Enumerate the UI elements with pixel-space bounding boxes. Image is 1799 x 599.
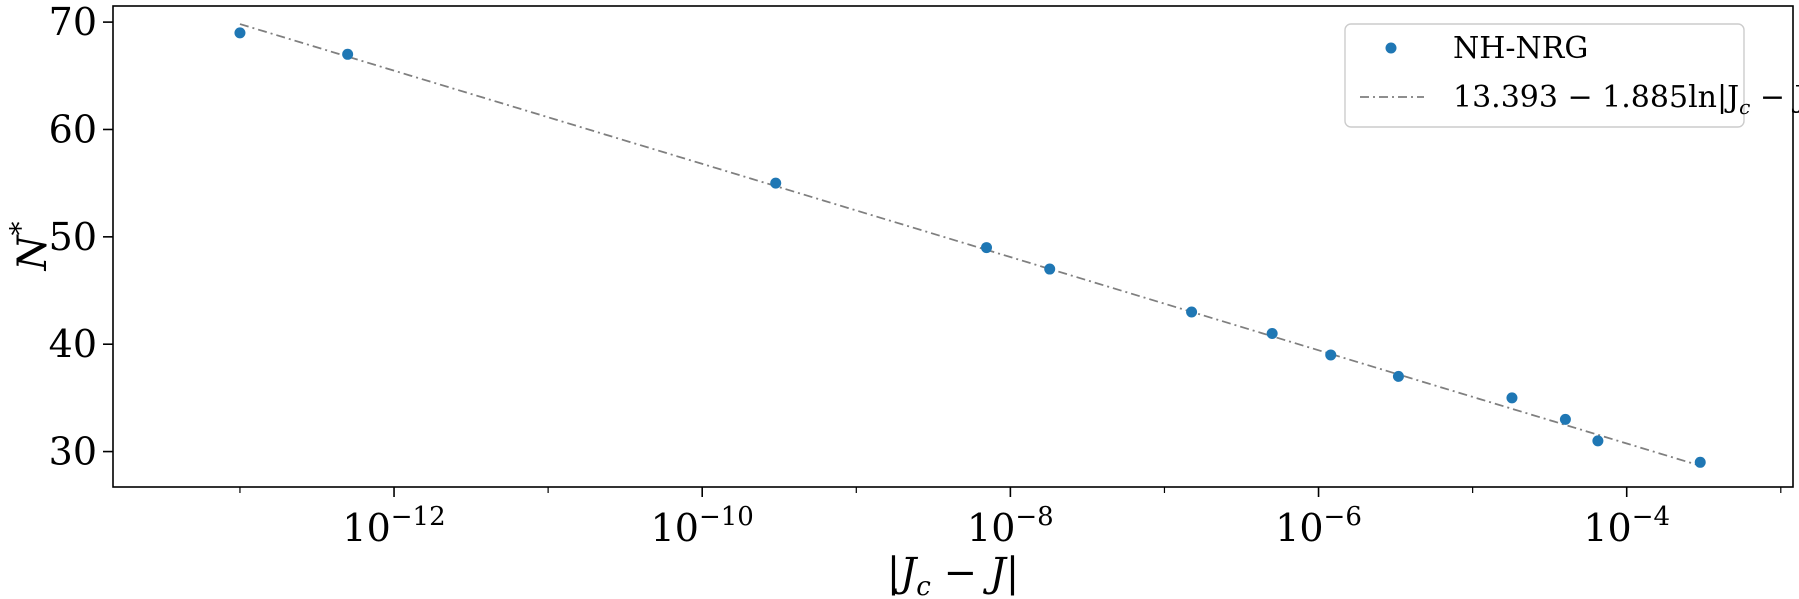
x-axis-label: |Jc − J| (887, 550, 1020, 599)
y-axis-label-sup: * (4, 222, 37, 236)
x-axis-ticks: 10−12 10−10 10−8 10−6 10−4 (239, 487, 1782, 550)
fit-line-layer (239, 23, 1701, 467)
plot-frame (112, 5, 1794, 488)
points-layer (234, 27, 1706, 468)
x-tick-label-3: 10−8 (967, 502, 1054, 550)
data-point-4 (981, 242, 993, 254)
x-tick-label-base: 10 (1275, 506, 1323, 550)
y-axis-ticks: 30 40 50 60 70 (49, 0, 113, 474)
x-tick-label-1: 10−12 (342, 502, 445, 550)
data-point-1 (234, 27, 246, 39)
legend: NH-NRG 13.393 − 1.885ln|Jc − J| (1344, 23, 1799, 128)
x-tick-label-base: 10 (651, 506, 699, 550)
legend-label-fit-post: − J| (1750, 80, 1799, 115)
legend-label-nh-nrg: NH-NRG (1453, 31, 1588, 66)
legend-marker-nh-nrg (1385, 42, 1397, 54)
data-point-12 (1592, 435, 1604, 447)
data-point-2 (342, 48, 354, 60)
data-point-5 (1044, 263, 1056, 275)
legend-label-fit: 13.393 − 1.885ln|Jc − J| (1453, 80, 1799, 119)
x-axis-label-sub: c (916, 572, 931, 599)
fit-line (239, 23, 1701, 467)
data-point-3 (770, 177, 782, 189)
data-point-6 (1186, 306, 1198, 318)
y-axis-label-base: N (10, 234, 56, 272)
data-point-7 (1266, 327, 1278, 339)
y-tick-label-2: 40 (49, 322, 97, 366)
data-point-8 (1325, 349, 1337, 361)
x-tick-label-base: 10 (1583, 506, 1631, 550)
x-tick-label-base: 10 (967, 506, 1015, 550)
y-tick-label-5: 70 (49, 0, 97, 44)
x-tick-label-exp: −4 (1632, 502, 1670, 532)
y-tick-label-1: 30 (49, 430, 97, 474)
x-axis-label-post: − J| (931, 550, 1019, 596)
x-tick-label-exp: −8 (1015, 502, 1053, 532)
x-tick-label-4: 10−6 (1275, 502, 1362, 550)
x-tick-label-2: 10−10 (651, 502, 754, 550)
legend-label-fit-sub: c (1739, 95, 1750, 119)
x-tick-label-exp: −6 (1324, 502, 1362, 532)
y-tick-label-4: 60 (49, 107, 97, 151)
x-tick-label-5: 10−4 (1583, 502, 1670, 550)
legend-label-fit-pre: 13.393 − 1.885ln|J (1453, 80, 1739, 115)
y-axis-label: N* (4, 222, 56, 272)
x-tick-label-exp: −12 (391, 502, 446, 532)
data-point-11 (1559, 413, 1571, 425)
x-axis-label-pre: |J (887, 550, 918, 596)
y-tick-label-3: 50 (49, 215, 97, 259)
x-tick-label-base: 10 (342, 506, 390, 550)
data-point-9 (1392, 370, 1404, 382)
x-tick-label-exp: −10 (699, 502, 754, 532)
legend-box (1344, 23, 1745, 128)
data-point-10 (1506, 392, 1518, 404)
data-point-13 (1694, 456, 1706, 468)
